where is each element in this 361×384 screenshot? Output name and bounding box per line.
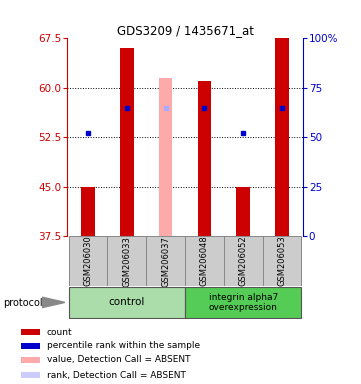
Bar — [262, 236, 301, 286]
Bar — [21, 357, 40, 363]
Text: GSM206033: GSM206033 — [122, 236, 131, 286]
Bar — [185, 287, 301, 318]
Title: GDS3209 / 1435671_at: GDS3209 / 1435671_at — [117, 24, 253, 37]
Bar — [21, 329, 40, 335]
Bar — [197, 81, 211, 236]
Text: control: control — [109, 297, 145, 308]
Bar — [69, 287, 185, 318]
Bar — [120, 48, 134, 236]
Text: protocol: protocol — [4, 298, 43, 308]
Text: GSM206052: GSM206052 — [239, 236, 248, 286]
Text: GSM206053: GSM206053 — [277, 236, 286, 286]
Bar — [224, 236, 262, 286]
Bar — [159, 78, 173, 236]
Text: GSM206037: GSM206037 — [161, 236, 170, 286]
Text: integrin alpha7
overexpression: integrin alpha7 overexpression — [209, 293, 278, 312]
Bar — [146, 236, 185, 286]
Text: value, Detection Call = ABSENT: value, Detection Call = ABSENT — [47, 356, 190, 364]
Bar — [275, 38, 289, 236]
Text: percentile rank within the sample: percentile rank within the sample — [47, 341, 200, 351]
Text: count: count — [47, 328, 72, 336]
Bar — [21, 372, 40, 378]
Bar — [236, 187, 250, 236]
Bar — [81, 187, 95, 236]
Bar — [108, 236, 146, 286]
Bar — [21, 343, 40, 349]
Text: GSM206030: GSM206030 — [84, 236, 93, 286]
Polygon shape — [42, 297, 65, 308]
Text: GSM206048: GSM206048 — [200, 236, 209, 286]
Text: rank, Detection Call = ABSENT: rank, Detection Call = ABSENT — [47, 371, 186, 380]
Bar — [185, 236, 224, 286]
Bar — [69, 236, 108, 286]
